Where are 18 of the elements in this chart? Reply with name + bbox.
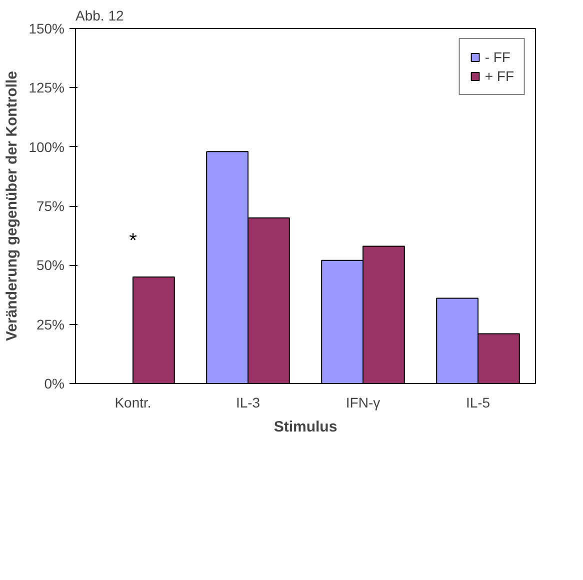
x-tick-label: IL-5 [466, 394, 490, 410]
chart-title: Abb. 12 [76, 8, 124, 24]
x-tick-label: Kontr. [114, 394, 152, 410]
x-tick-label: IL-3 [236, 394, 260, 410]
y-tick-label: 0% [44, 376, 64, 392]
y-axis-title: Veränderung gegenüber der Kontrolle [4, 70, 21, 342]
x-tick-label: IFN-γ [346, 394, 380, 410]
legend-label: + FF [484, 68, 514, 84]
x-axis-title: Stimulus [274, 418, 338, 436]
y-tick-label: 75% [36, 198, 65, 214]
annotation: * [129, 230, 138, 252]
y-tick-label: 25% [36, 316, 65, 332]
y-tick-label: 100% [28, 138, 65, 155]
legend-label: - FF [484, 49, 510, 65]
y-tick-label: 125% [28, 80, 65, 96]
y-tick-label: 50% [36, 257, 65, 274]
y-tick-label: 150% [28, 20, 65, 36]
bar [132, 276, 175, 384]
